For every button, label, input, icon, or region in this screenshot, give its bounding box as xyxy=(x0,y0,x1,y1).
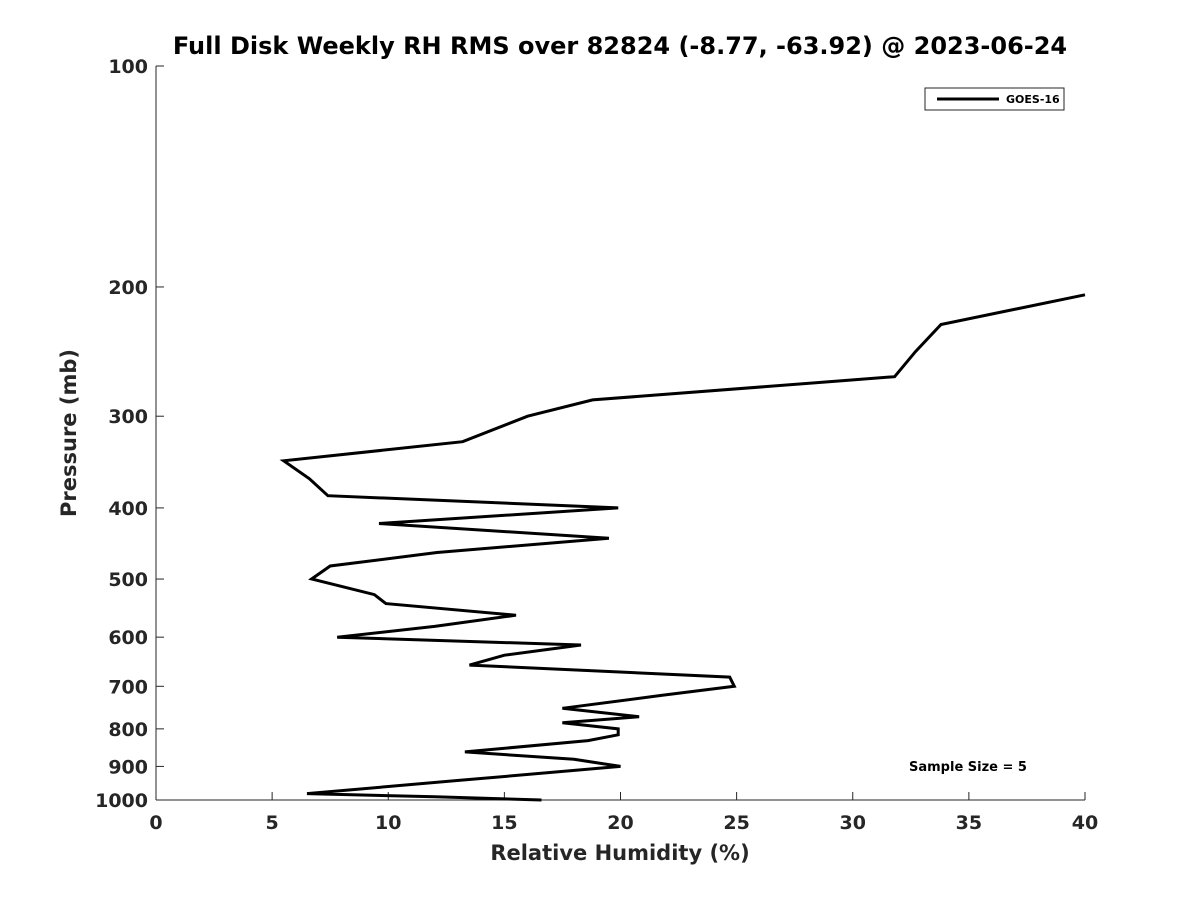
y-tick-label: 700 xyxy=(108,676,148,698)
x-tick-label: 40 xyxy=(1072,812,1098,834)
x-ticks: 0 5 10 15 20 25 30 35 40 xyxy=(149,792,1098,834)
series-layer xyxy=(279,293,1086,802)
y-tick-label: 100 xyxy=(108,56,148,78)
y-tick-label: 500 xyxy=(108,569,148,591)
y-tick-label: 800 xyxy=(108,719,148,741)
y-ticks: 100 200 300 400 500 600 700 800 900 1000 xyxy=(95,56,164,812)
y-axis-label: Pressure (mb) xyxy=(57,349,81,517)
x-tick-label: 25 xyxy=(723,812,749,834)
x-tick-label: 20 xyxy=(607,812,633,834)
x-tick-label: 10 xyxy=(375,812,401,834)
x-tick-label: 15 xyxy=(491,812,517,834)
y-tick-label: 300 xyxy=(108,406,148,428)
legend: GOES-16 xyxy=(924,87,1065,111)
sample-size-annotation: Sample Size = 5 xyxy=(909,760,1027,775)
x-tick-label: 5 xyxy=(266,812,279,834)
y-tick-label: 200 xyxy=(108,277,148,299)
axes xyxy=(155,66,1085,801)
series-line-goes-16 xyxy=(279,293,1086,802)
y-tick-label: 600 xyxy=(108,627,148,649)
y-tick-label: 900 xyxy=(108,756,148,778)
legend-entry-goes-16: GOES-16 xyxy=(1006,93,1060,106)
x-tick-label: 30 xyxy=(840,812,866,834)
chart-title: Full Disk Weekly RH RMS over 82824 (-8.7… xyxy=(173,32,1067,60)
y-tick-label: 400 xyxy=(108,498,148,520)
y-tick-label: 1000 xyxy=(95,790,148,812)
x-axis-label: Relative Humidity (%) xyxy=(490,841,749,865)
x-tick-label: 35 xyxy=(956,812,982,834)
x-tick-label: 0 xyxy=(149,812,162,834)
